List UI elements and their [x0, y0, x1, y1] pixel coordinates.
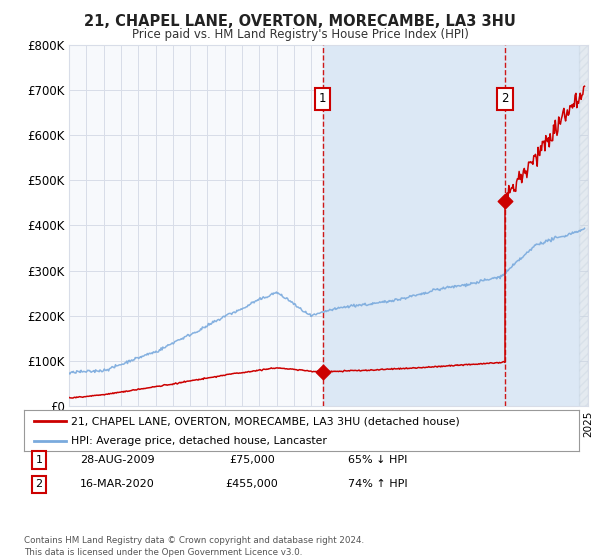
Text: 2: 2 [502, 92, 509, 105]
Point [318, 368, 328, 377]
Text: Price paid vs. HM Land Registry's House Price Index (HPI): Price paid vs. HM Land Registry's House … [131, 28, 469, 41]
Text: 65% ↓ HPI: 65% ↓ HPI [349, 455, 407, 465]
Text: 21, CHAPEL LANE, OVERTON, MORECAMBE, LA3 3HU (detached house): 21, CHAPEL LANE, OVERTON, MORECAMBE, LA3… [71, 417, 460, 426]
Text: HPI: Average price, detached house, Lancaster: HPI: Average price, detached house, Lanc… [71, 436, 327, 446]
Text: 21, CHAPEL LANE, OVERTON, MORECAMBE, LA3 3HU: 21, CHAPEL LANE, OVERTON, MORECAMBE, LA3… [84, 14, 516, 29]
Text: 1: 1 [35, 455, 43, 465]
Point [500, 196, 510, 205]
Text: 28-AUG-2009: 28-AUG-2009 [80, 455, 154, 465]
Text: 74% ↑ HPI: 74% ↑ HPI [348, 479, 408, 489]
Text: 1: 1 [319, 92, 326, 105]
Bar [323, 45, 505, 406]
Text: £455,000: £455,000 [226, 479, 278, 489]
Text: 16-MAR-2020: 16-MAR-2020 [80, 479, 154, 489]
Text: 2: 2 [35, 479, 43, 489]
Bar [580, 45, 588, 406]
Text: £75,000: £75,000 [229, 455, 275, 465]
Text: Contains HM Land Registry data © Crown copyright and database right 2024.
This d: Contains HM Land Registry data © Crown c… [24, 536, 364, 557]
Bar [505, 45, 580, 406]
